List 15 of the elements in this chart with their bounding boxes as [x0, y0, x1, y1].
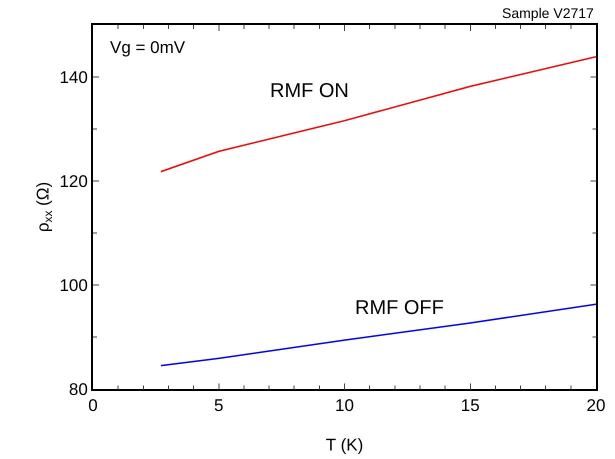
x-axis-title: T (K)	[326, 436, 364, 454]
x-tick-label: 0	[88, 396, 98, 416]
series-label: RMF OFF	[355, 297, 444, 319]
x-tick-label: 15	[460, 396, 480, 416]
y-tick-label: 100	[59, 276, 88, 295]
x-tick-label: 10	[335, 396, 354, 416]
line-series	[160, 56, 596, 172]
x-tick-label: 5	[214, 396, 224, 416]
series-label: RMF ON	[270, 80, 349, 102]
annotation: Vg = 0mV	[110, 38, 186, 57]
y-tick-label: 140	[59, 68, 88, 87]
text: Sample V2717	[502, 5, 594, 21]
x-tick-label: 20	[586, 396, 606, 416]
y-tick-label: 120	[59, 172, 88, 191]
y-tick-label: 80	[68, 380, 88, 399]
